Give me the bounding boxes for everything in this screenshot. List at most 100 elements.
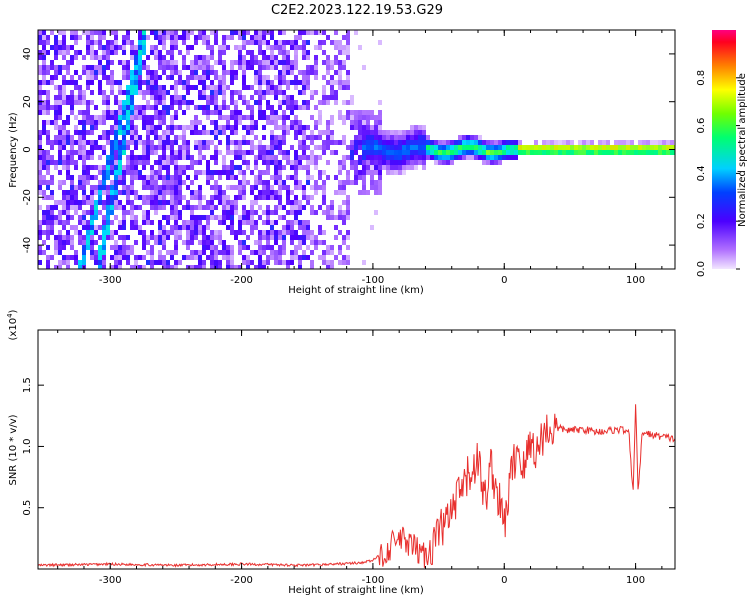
spectrogram-cell: [326, 35, 330, 40]
colorbar: 0.00.20.40.60.8 Normalized spectral ampl…: [696, 30, 748, 277]
spectrogram-cell: [190, 240, 194, 245]
spectrogram-cell: [218, 85, 222, 90]
spectrogram-cell: [346, 30, 350, 35]
spectrogram-cell: [222, 100, 226, 105]
spectrogram-cell: [302, 155, 306, 160]
spectrogram-cell: [222, 245, 226, 250]
spectrogram-cell: [110, 30, 114, 35]
spectrogram-cell: [270, 185, 274, 190]
spectrogram-cell: [154, 110, 158, 115]
spectrogram-cell: [302, 150, 306, 155]
spectrogram-cell: [242, 175, 246, 180]
spectrogram-cell: [194, 215, 198, 220]
spectrogram-cell: [322, 50, 326, 55]
spectrogram-cell: [54, 200, 58, 205]
spectrogram-cell: [258, 115, 262, 120]
spectrogram-cell: [182, 155, 186, 160]
spectrogram-cell: [262, 90, 266, 95]
spectrogram-cell: [58, 30, 62, 35]
spectrogram-cell: [242, 170, 246, 175]
spectrogram-cell: [38, 140, 42, 145]
spectrogram-cell: [74, 160, 78, 165]
spectrogram-cell: [158, 120, 162, 125]
spectrogram-cell: [178, 125, 182, 130]
spectrogram-cell: [270, 150, 274, 155]
spectrogram-cell: [478, 150, 482, 155]
spectrogram-cell: [198, 200, 202, 205]
spectrogram-cell: [38, 205, 42, 210]
spectrogram-cell: [186, 35, 190, 40]
spectrogram-cell: [70, 100, 74, 105]
spectrogram-cell: [54, 95, 58, 100]
spectrogram-cell: [78, 220, 82, 225]
spectrogram-cell: [338, 205, 342, 210]
spectrogram-cell: [290, 145, 294, 150]
spectrogram-cell: [418, 125, 422, 130]
spectrogram-cell: [102, 145, 106, 150]
spectrogram-cell: [106, 200, 110, 205]
spectrogram-cell: [282, 120, 286, 125]
spectrogram-cell: [282, 135, 286, 140]
spectrogram-cell: [114, 100, 118, 105]
spectrogram-cell: [154, 125, 158, 130]
spectrogram-cell: [166, 215, 170, 220]
spectrogram-cell: [394, 165, 398, 170]
spectrogram-cell: [142, 50, 146, 55]
spectrogram-cell: [342, 50, 346, 55]
spectrogram-cell: [306, 65, 310, 70]
spectrogram-cell: [170, 205, 174, 210]
spectrogram-cell: [150, 175, 154, 180]
spectrogram-cell: [106, 55, 110, 60]
spectrogram-cell: [82, 135, 86, 140]
spectrogram-cell: [270, 130, 274, 135]
spectrogram-cell: [94, 115, 98, 120]
spectrogram-cell: [338, 80, 342, 85]
spectrogram-cell: [126, 245, 130, 250]
spectrogram-cell: [318, 100, 322, 105]
spectrogram-cell: [314, 155, 318, 160]
spectrogram-cell: [266, 145, 270, 150]
spectrogram-cell: [166, 145, 170, 150]
spectrogram-cell: [214, 40, 218, 45]
spectrogram-cell: [174, 125, 178, 130]
spectrogram-cell: [154, 180, 158, 185]
spectrogram-cell: [158, 240, 162, 245]
spectrogram-cell: [90, 150, 94, 155]
spectrogram-cell: [110, 70, 114, 75]
spectrogram-cell: [102, 75, 106, 80]
spectrogram-cell: [242, 125, 246, 130]
spectrogram-cell: [438, 140, 442, 145]
spectrogram-cell: [290, 60, 294, 65]
spectrogram-cell: [170, 160, 174, 165]
spectrogram-cell: [114, 160, 118, 165]
colorbar-tick-label: 0.8: [696, 70, 707, 86]
spectrogram-cell: [162, 55, 166, 60]
spectrogram-cell: [110, 190, 114, 195]
spectrogram-cell: [406, 165, 410, 170]
spectrogram-cell: [78, 260, 82, 265]
spectrogram-cell: [230, 260, 234, 265]
spectrogram-cell: [266, 75, 270, 80]
spectrogram-cell: [194, 35, 198, 40]
spectrogram-cell: [202, 265, 206, 269]
spectrogram-cell: [210, 30, 214, 35]
spectrogram-cell: [98, 195, 102, 200]
spectrogram-cell: [314, 245, 318, 250]
spectrogram-cell: [130, 55, 134, 60]
spectrogram-cell: [250, 215, 254, 220]
spectrogram-cell: [334, 45, 338, 50]
spectrogram-cell: [38, 220, 42, 225]
spectrogram-cell: [126, 75, 130, 80]
spectrogram-cell: [234, 155, 238, 160]
spectrogram-cell: [298, 260, 302, 265]
spectrogram-cell: [38, 135, 42, 140]
spectrogram-cell: [522, 145, 526, 150]
spectrogram-cell: [318, 230, 322, 235]
spectrogram-cell: [270, 175, 274, 180]
spectrogram-cell: [122, 135, 126, 140]
spectrogram-cell: [234, 230, 238, 235]
spectrogram-cell: [206, 175, 210, 180]
spectrogram-cell: [178, 145, 182, 150]
spectrogram-cell: [66, 115, 70, 120]
spectrogram-cell: [110, 245, 114, 250]
